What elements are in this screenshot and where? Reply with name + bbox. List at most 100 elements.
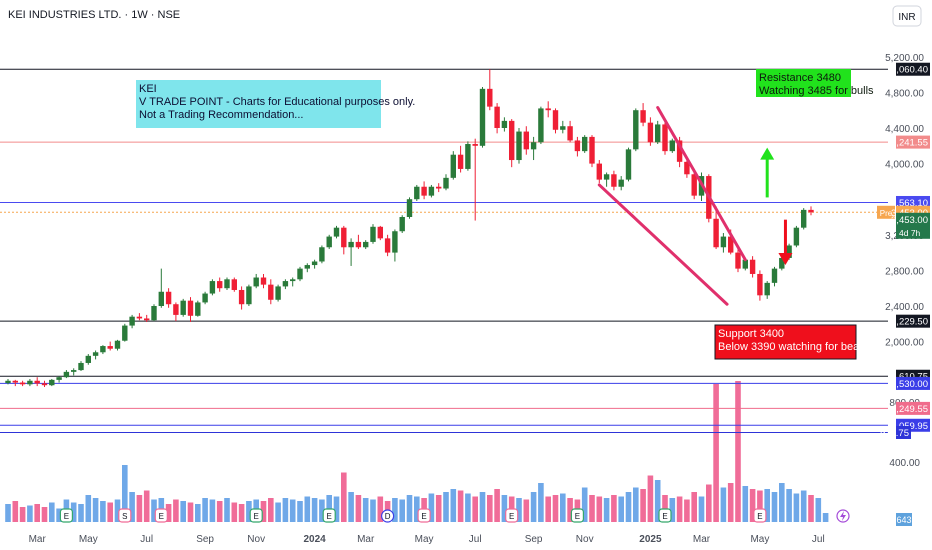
volume-bar [793,493,800,522]
time-tick-label: 2024 [303,534,326,545]
candle-body [530,142,537,150]
volume-bar [289,499,296,522]
candle-body [735,252,741,269]
time-tick-label: 2025 [639,534,662,545]
candle-body [647,122,654,143]
volume-bar [136,495,143,522]
candle-body [640,110,646,123]
time-tick-label: May [79,534,98,545]
candle [231,277,237,292]
volume-bar [282,498,289,522]
candle [406,197,413,219]
candle-body [202,293,208,303]
candle-body [436,186,442,189]
candle [238,286,245,310]
event-marker[interactable]: S [118,508,132,523]
volume-bar [319,499,325,522]
candle-body [567,126,573,141]
event-marker[interactable]: E [505,508,519,523]
event-label: E [421,512,426,521]
candle [187,297,194,323]
volume-bar [85,495,92,522]
event-marker[interactable]: E [753,508,767,523]
candle [574,136,581,157]
candle [12,379,18,387]
candle [582,135,588,153]
candle [523,126,529,155]
candle [691,168,697,200]
candle-body [363,241,369,248]
candle [78,361,84,371]
price-badge-label: 978.75 [880,428,909,439]
candle-body [457,154,464,169]
candle-body [326,236,332,248]
candle-body [348,241,354,248]
volume-bar [348,492,354,522]
candle-body [165,291,172,305]
candles-layer [5,69,814,387]
candle [209,279,216,296]
event-marker[interactable]: E [417,508,431,523]
candle-body [552,110,559,130]
price-axis[interactable]: 5,200.004,800.004,400.004,000.003,200.00… [877,53,930,526]
event-marker[interactable]: E [658,508,672,523]
candle-body [107,346,113,349]
price-tick-label: 2,000.00 [885,338,924,349]
countdown-label: 4d 7h [899,228,921,238]
candle [633,108,639,152]
event-marker[interactable]: E [249,508,263,523]
volume-badge-label: 643 [896,515,911,525]
volume-bar [530,492,537,522]
candle [268,279,274,305]
volume-bar [611,495,617,522]
currency-button[interactable]: INR [892,5,922,27]
candle-body [808,209,814,213]
time-tick-label: Sep [525,534,543,545]
candle [749,256,756,278]
volume-bar [56,508,62,522]
time-tick-label: Mar [357,534,375,545]
volume-bar [654,480,661,522]
candle [92,350,99,360]
candle-body [749,259,756,274]
volume-bar [822,513,829,522]
candle [757,270,763,301]
candle-body [720,236,727,248]
candle-body [779,257,785,269]
event-marker[interactable]: E [322,508,336,523]
event-marker[interactable]: E [59,508,74,523]
volume-bar [808,495,814,522]
event-label: E [757,512,762,521]
trendlines-layer [597,106,747,306]
candle [655,120,661,145]
candle-body [560,126,566,130]
volume-bar [333,496,340,522]
candle [341,225,347,255]
event-marker[interactable]: D [381,509,395,523]
volume-bar [771,492,778,522]
candle-body [384,238,391,253]
candle-body [596,163,602,180]
candle-body [771,268,778,283]
time-axis[interactable]: Mar May Jul Sep Nov 2024 Mar May Jul Sep Nov 2025 Ma… [29,534,825,545]
time-tick-label: Mar [693,534,711,545]
earnings-icon [753,508,767,523]
event-marker[interactable]: E [154,508,168,523]
candle-body [545,108,551,111]
candle [260,273,267,289]
event-label: E [509,512,514,521]
candle-body [260,277,267,285]
candle-body [268,284,274,300]
candle-body [275,286,281,300]
currency-label: INR [898,12,915,23]
candle [384,234,391,257]
price-badge: 3,453.00 4d 7h [891,212,930,239]
event-marker[interactable]: E [570,508,585,523]
volume-bar [479,492,486,522]
candle [217,277,223,292]
price-badge-label: 2,229.50 [891,317,928,328]
volume-bar [377,496,384,522]
